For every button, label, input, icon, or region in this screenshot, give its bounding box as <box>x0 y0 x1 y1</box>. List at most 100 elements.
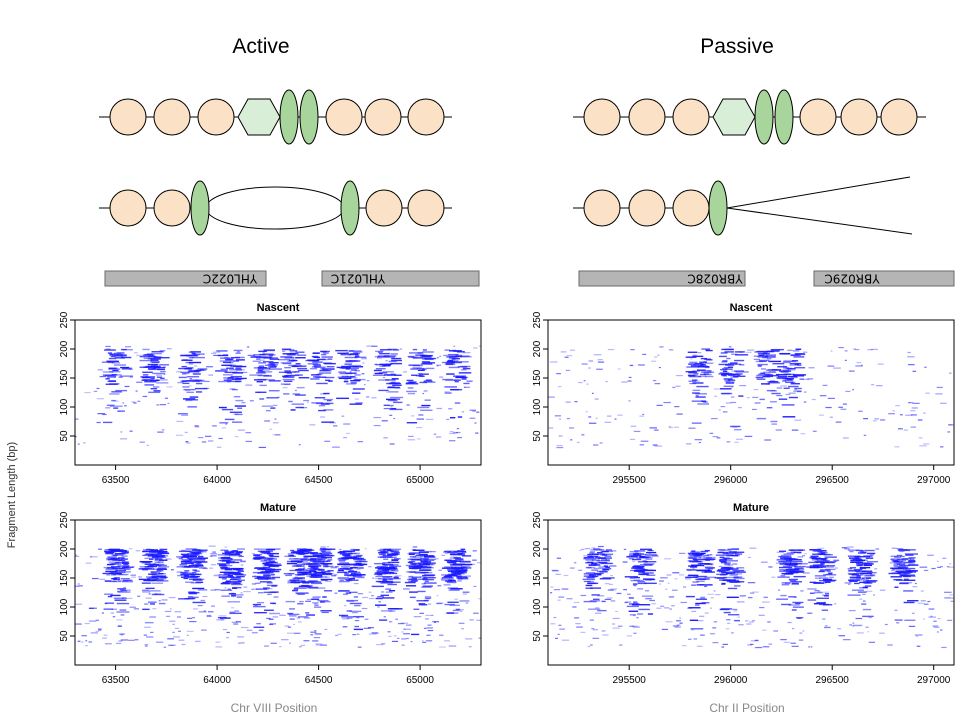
y-tick-label: 250 <box>532 511 543 528</box>
nucleosome <box>672 98 710 136</box>
gene-box-yhl021c <box>321 270 480 287</box>
gene-label-yhl022c: YHL022C <box>203 272 258 286</box>
nucleosome <box>153 189 191 227</box>
fragment-layer <box>75 545 481 648</box>
x-tick-label: 64500 <box>305 675 333 686</box>
y-tick-label: 200 <box>59 340 70 357</box>
fork-arm-lower <box>726 207 913 235</box>
y-tick-label: 200 <box>532 340 543 357</box>
nucleosome <box>407 98 445 136</box>
panel-active-mature: Mature 50 100 150 200 250 63500 64000 64500 65000… <box>59 502 482 715</box>
x-tick-label: 64500 <box>305 475 333 486</box>
nucleosome <box>325 98 363 136</box>
y-tick-label: 200 <box>532 540 543 557</box>
x-tick-label: 63500 <box>102 675 130 686</box>
x-tick-label: 295500 <box>613 675 647 686</box>
nucleosome <box>109 98 147 136</box>
y-tick-label: 150 <box>532 569 543 586</box>
x-tick-label: 296500 <box>816 475 850 486</box>
x-axis-title: Chr II Position <box>709 701 784 715</box>
y-tick-label: 150 <box>59 369 70 386</box>
nucleosome <box>365 189 403 227</box>
nucleosome <box>583 189 621 227</box>
y-tick-label: 150 <box>532 369 543 386</box>
panel-title: Mature <box>733 502 769 514</box>
y-tick-label: 100 <box>532 398 543 415</box>
nucleosome <box>880 98 918 136</box>
active-schematic-replication-bubble <box>99 180 452 236</box>
origin-complex-hexagon <box>712 98 756 136</box>
plot-frame <box>74 519 482 666</box>
panel-title: Nascent <box>257 302 300 314</box>
title-active: Active <box>232 35 289 58</box>
y-tick-label: 50 <box>59 630 70 642</box>
panel-title: Mature <box>260 502 296 514</box>
x-tick-label: 295500 <box>613 475 647 486</box>
x-tick-label: 296000 <box>714 475 748 486</box>
mcm-helicase <box>754 89 774 145</box>
x-tick-label: 296500 <box>816 675 850 686</box>
gene-box-yhl022c <box>104 270 267 287</box>
x-tick-label: 297000 <box>917 475 951 486</box>
y-tick-label: 200 <box>59 540 70 557</box>
nucleosome <box>628 189 666 227</box>
x-tick-label: 64000 <box>203 475 231 486</box>
panel-passive-nascent: Nascent 50 100 150 200 250 295500 296000 296500 2… <box>532 302 955 486</box>
origin-complex-hexagon <box>237 98 281 136</box>
plot-frame <box>74 319 482 466</box>
mcm-helicase <box>299 89 319 145</box>
y-tick-label: 250 <box>59 311 70 328</box>
panel-title: Nascent <box>730 302 773 314</box>
mcm-helicase <box>708 180 728 236</box>
y-axis-title: Fragment Length (bp) <box>6 442 18 548</box>
x-tick-label: 297000 <box>917 675 951 686</box>
y-tick-label: 50 <box>532 630 543 642</box>
panel-passive-mature: Mature 50 100 150 200 250 295500 296000 296500 29… <box>532 502 955 715</box>
x-axis-title: Chr VIII Position <box>231 701 318 715</box>
plot-frame <box>547 319 955 466</box>
x-tick-label: 64000 <box>203 675 231 686</box>
passive-schematic-prereplication <box>573 89 926 145</box>
nucleosome <box>583 98 621 136</box>
plot-frame <box>547 519 955 666</box>
nucleosome <box>197 98 235 136</box>
gene-box-ybr029c <box>813 270 955 287</box>
active-schematic-prereplication <box>99 89 452 145</box>
nucleosome <box>672 189 710 227</box>
replication-bubble <box>205 186 345 230</box>
gene-label-ybr028c: YBR028C <box>687 272 743 286</box>
mcm-helicase <box>190 180 210 236</box>
y-tick-label: 100 <box>532 598 543 615</box>
x-tick-label: 296000 <box>714 675 748 686</box>
gene-track-passive: YBR028C YBR029C <box>578 270 955 287</box>
gene-label-ybr029c: YBR029C <box>824 272 880 286</box>
gene-box-ybr028c <box>578 270 746 287</box>
nucleosome <box>840 98 878 136</box>
x-tick-label: 63500 <box>102 475 130 486</box>
title-passive: Passive <box>700 35 774 58</box>
y-tick-label: 50 <box>59 430 70 442</box>
fork-arm-upper <box>726 176 911 209</box>
mcm-helicase <box>279 89 299 145</box>
panel-active-nascent: Nascent 50 100 150 200 250 63500 64000 64500 6500… <box>59 302 482 486</box>
passive-schematic-replication-fork <box>573 176 913 236</box>
nucleosome <box>153 98 191 136</box>
fragment-layer <box>550 545 954 649</box>
nucleosome <box>109 189 147 227</box>
gene-track-active: YHL022C YHL021C <box>104 270 480 287</box>
x-tick-label: 65000 <box>406 675 434 686</box>
x-tick-label: 65000 <box>406 475 434 486</box>
y-tick-label: 250 <box>59 511 70 528</box>
fragment-layer <box>548 346 954 449</box>
fragment-layer <box>75 345 481 449</box>
y-tick-label: 250 <box>532 311 543 328</box>
gene-label-yhl021c: YHL021C <box>331 272 386 286</box>
y-tick-label: 50 <box>532 430 543 442</box>
nucleosome <box>407 189 445 227</box>
y-tick-label: 100 <box>59 398 70 415</box>
y-tick-label: 100 <box>59 598 70 615</box>
mcm-helicase <box>774 89 794 145</box>
mcm-helicase <box>340 180 360 236</box>
y-tick-label: 150 <box>59 569 70 586</box>
